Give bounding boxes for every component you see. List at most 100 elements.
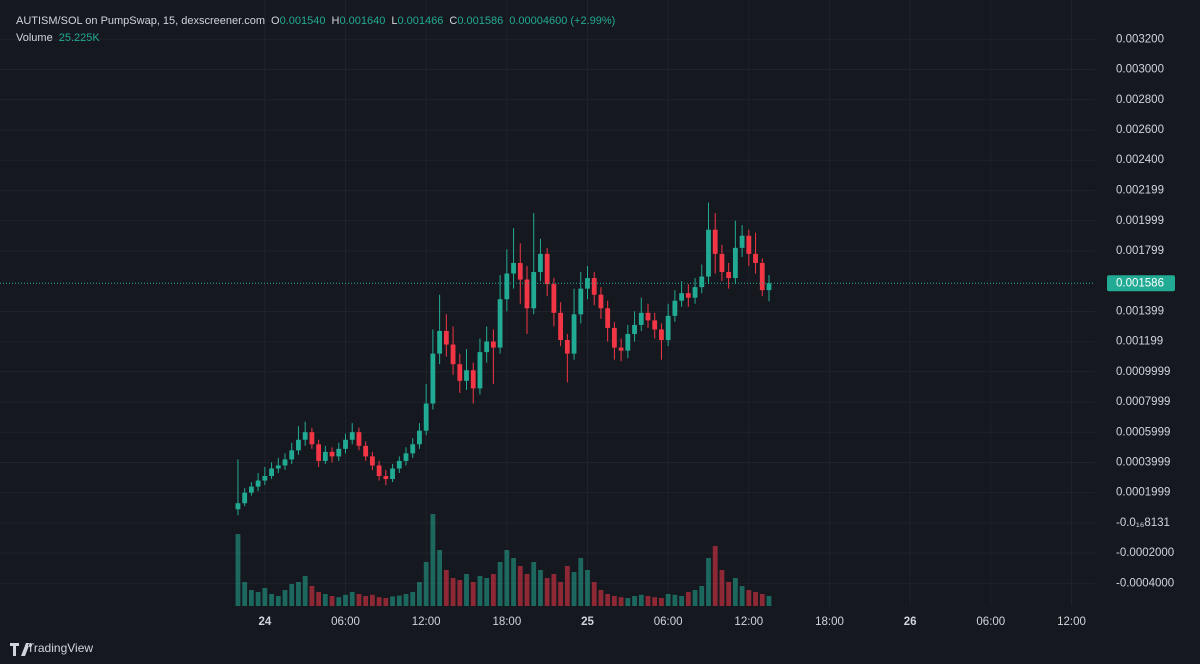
volume-bar: [551, 574, 557, 606]
x-tick-label: 25: [581, 616, 594, 628]
volume-bar: [269, 594, 274, 606]
volume-bar: [611, 596, 617, 606]
y-tick-label: 0.0007999: [1116, 396, 1170, 408]
candle-body: [403, 453, 409, 461]
volume-bar: [746, 590, 752, 606]
candle-body: [255, 480, 261, 487]
candle-body: [329, 451, 335, 457]
candle-body: [343, 439, 348, 449]
volume-bar: [638, 594, 644, 606]
candle-body: [517, 262, 523, 280]
candle-body: [262, 476, 268, 481]
candle-body: [477, 352, 483, 389]
candle-body: [289, 450, 295, 460]
candle-body: [396, 460, 402, 469]
title: AUTISM/SOL on PumpSwap, 15, dexscreener.…: [16, 15, 265, 27]
volume-bar: [726, 582, 732, 606]
candle-body: [632, 324, 637, 334]
x-tick-label: 12:00: [412, 616, 441, 628]
volume-bar: [464, 574, 469, 606]
volume-bar: [699, 586, 705, 606]
volume-bar: [369, 594, 375, 606]
volume-bar: [692, 590, 698, 606]
y-tick-label: 0.001399: [1116, 305, 1164, 317]
volume-bar: [585, 570, 590, 606]
volume-bar: [423, 562, 429, 606]
candle-body: [665, 315, 671, 341]
candle-body: [605, 308, 611, 328]
candle-body: [423, 403, 429, 431]
volume-bar: [430, 514, 436, 606]
logo: [10, 643, 33, 656]
candle-body: [437, 330, 443, 354]
candle-body: [504, 273, 510, 300]
candle-body: [652, 320, 658, 330]
candle-body: [443, 330, 449, 345]
volume-layer: [235, 514, 772, 606]
volume-bar: [538, 570, 543, 606]
candle-body: [645, 312, 651, 321]
candle-body: [759, 262, 765, 291]
ohlc-label: L: [391, 15, 397, 27]
candle-body: [692, 287, 698, 298]
x-tick-label: 12:00: [734, 616, 763, 628]
candle-body: [746, 235, 752, 254]
ohlc-value: 0.001540: [280, 15, 326, 27]
candle-body: [322, 451, 328, 461]
candle-body: [685, 293, 691, 298]
volume-bar: [316, 592, 322, 606]
candle-body: [430, 353, 436, 404]
volume-bar: [759, 594, 765, 606]
candle-body: [571, 314, 577, 354]
x-tick-label: 18:00: [815, 616, 844, 628]
volume-bar: [443, 570, 449, 606]
y-tick-label: 0.001799: [1116, 245, 1164, 257]
y-tick-label: 0.003200: [1116, 33, 1164, 45]
ohlc-value: 0.001586: [457, 15, 503, 27]
volume-bar: [753, 592, 758, 606]
brand-name: TradingView: [27, 641, 93, 655]
volume-bar: [322, 594, 328, 606]
volume-bar: [282, 590, 288, 606]
candle-body: [282, 459, 288, 466]
volume-bar: [652, 597, 658, 606]
candle-body: [679, 293, 685, 301]
y-tick-label: -0.0002000: [1116, 547, 1174, 559]
volume-bar: [605, 594, 611, 606]
volume-bar: [665, 594, 671, 606]
candle-body: [511, 262, 516, 274]
candle-body: [598, 294, 604, 309]
volume-bar: [490, 574, 496, 606]
candle-body: [766, 283, 772, 291]
candle-body: [242, 492, 248, 504]
y-tick-label: 0.0001999: [1116, 487, 1170, 499]
volume-bar: [309, 586, 315, 606]
y-tick-label: 0.002600: [1116, 124, 1164, 136]
ohlc-value: 0.001640: [339, 15, 385, 27]
y-tick-label: 0.003000: [1116, 64, 1164, 76]
candle-body: [336, 448, 342, 457]
candle-body: [611, 327, 617, 348]
candle-body: [753, 253, 758, 263]
candle-body: [618, 347, 624, 351]
x-tick-label: 24: [258, 616, 271, 628]
candle-body: [726, 272, 732, 279]
volume-bar: [645, 596, 651, 606]
candle-body: [659, 329, 664, 341]
volume-bar: [766, 595, 772, 606]
candle-body: [248, 486, 254, 493]
y-tick-label: 0.002400: [1116, 154, 1164, 166]
branding: TradingView: [10, 641, 93, 656]
candle-body: [309, 432, 315, 445]
volume-bar: [558, 582, 564, 606]
volume-bar: [349, 592, 355, 606]
volume-bar: [531, 562, 537, 606]
candle-body: [490, 341, 496, 348]
candle-body: [457, 364, 463, 381]
candle-body: [390, 468, 395, 480]
candle-body: [363, 445, 369, 457]
volume-bar: [719, 570, 725, 606]
volume-bar: [732, 578, 738, 606]
volume-bar: [302, 576, 308, 606]
volume-bar: [336, 597, 342, 606]
